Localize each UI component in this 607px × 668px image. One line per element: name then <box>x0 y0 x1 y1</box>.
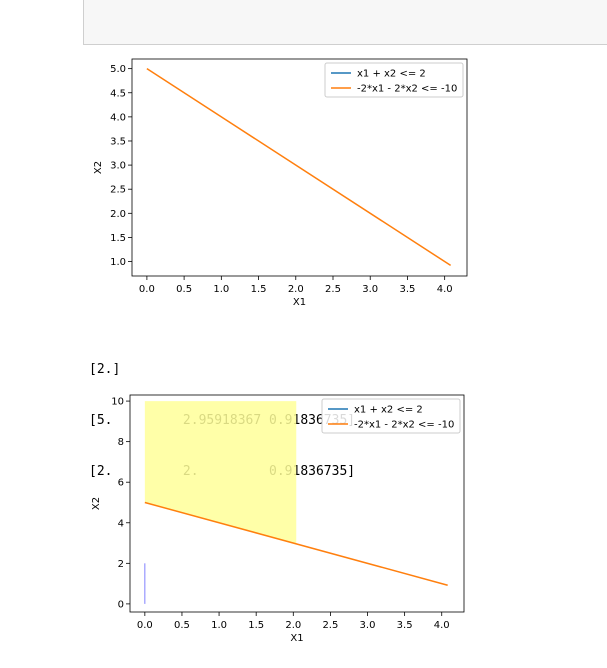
x-tick-label: 0.5 <box>174 620 190 631</box>
legend-label-2: -2*x1 - 2*x2 <= -10 <box>354 420 454 431</box>
y-tick-label: 4.0 <box>110 112 126 123</box>
x-tick-label: 3.5 <box>399 284 415 295</box>
series-line-2 <box>146 68 452 267</box>
x-tick-label: 2.5 <box>325 284 341 295</box>
y-axis-label: X2 <box>93 161 104 174</box>
chart-1: 0.0 0.5 1.0 1.5 2.0 2.5 3.0 3.5 4.0 1.0 1.5 2.0 2.5 3… <box>85 52 485 312</box>
series-line-2 <box>144 501 448 586</box>
y-tick-label: 2.0 <box>110 209 126 220</box>
x-tick-label: 3.0 <box>360 620 376 631</box>
y-tick-label: 8 <box>118 437 124 448</box>
x-tick-label: 1.5 <box>248 620 264 631</box>
legend-label-1: x1 + x2 <= 2 <box>354 405 423 416</box>
previous-cell-output <box>83 0 607 45</box>
y-tick-label: 0 <box>118 599 124 610</box>
legend-box <box>321 398 461 434</box>
x-tick-label: 2.0 <box>288 284 304 295</box>
x-tick-label: 1.5 <box>251 284 267 295</box>
x-tick-label: 0.5 <box>176 284 192 295</box>
chart-2-svg: 0.0 0.5 1.0 1.5 2.0 2.5 3.0 3.5 4.0 0 2 4 6 8 10 X1 X2 x1… <box>91 394 465 644</box>
y-tick-label: 6 <box>118 478 124 489</box>
x-tick-label: 0.0 <box>137 620 153 631</box>
plot-frame <box>131 58 468 277</box>
x-axis-label: X1 <box>290 633 303 644</box>
x-tick-label: 1.0 <box>211 620 227 631</box>
chart-1-svg: 0.0 0.5 1.0 1.5 2.0 2.5 3.0 3.5 4.0 1.0 1.5 2.0 2.5 3… <box>93 58 468 308</box>
x-tick-label: 4.0 <box>434 620 450 631</box>
y-tick-label: 2.5 <box>110 185 126 196</box>
x-tick-label: 4.0 <box>437 284 453 295</box>
x-axis-label: X1 <box>293 297 306 308</box>
y-tick-label: 10 <box>111 397 124 408</box>
y-tick-label: 3.0 <box>110 161 126 172</box>
chart-2: 0.0 0.5 1.0 1.5 2.0 2.5 3.0 3.5 4.0 0 2 4 6 8 10 X1 X2 x1… <box>85 388 485 650</box>
legend-label-2: -2*x1 - 2*x2 <= -10 <box>357 84 457 95</box>
x-tick-label: 3.5 <box>397 620 413 631</box>
x-tick-label: 2.5 <box>322 620 338 631</box>
x-tick-label: 2.0 <box>285 620 301 631</box>
legend-box <box>324 62 464 98</box>
y-tick-label: 4 <box>118 518 124 529</box>
y-tick-label: 4.5 <box>110 88 126 99</box>
plot-frame <box>129 394 465 613</box>
feasible-region-fill <box>144 401 297 544</box>
x-tick-label: 3.0 <box>362 284 378 295</box>
y-tick-label: 1.0 <box>110 257 126 268</box>
x-tick-label: 1.0 <box>213 284 229 295</box>
x-tick-label: 0.0 <box>139 284 155 295</box>
y-axis-label: X2 <box>91 497 102 510</box>
output-line-1: [2.] <box>89 362 121 377</box>
y-tick-label: 3.5 <box>110 136 126 147</box>
y-tick-label: 1.5 <box>110 233 126 244</box>
y-tick-label: 5.0 <box>110 64 126 75</box>
legend-label-1: x1 + x2 <= 2 <box>357 69 426 80</box>
y-tick-label: 2 <box>118 559 124 570</box>
